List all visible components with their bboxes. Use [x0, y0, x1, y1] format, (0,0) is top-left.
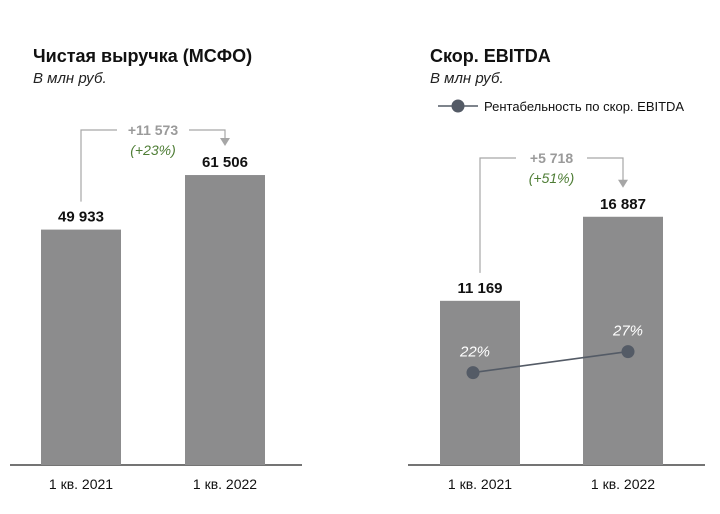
revenue-delta-connector — [80, 129, 117, 202]
revenue-value-label-2022: 61 506 — [202, 154, 248, 171]
ebitda-plot: 11 169 16 887 1 кв. 2021 1 кв. 2022 +5 7… — [408, 150, 705, 492]
ebitda-chart-subtitle: В млн руб. — [430, 70, 504, 87]
revenue-delta-connector-right — [189, 129, 226, 140]
margin-point-2021 — [466, 366, 480, 380]
ebitda-delta-connector — [479, 157, 516, 273]
revenue-bar-2022 — [185, 175, 265, 465]
revenue-value-label-2021: 49 933 — [58, 209, 104, 226]
ebitda-bar-2022 — [583, 216, 663, 465]
revenue-delta-arrow-icon — [220, 138, 230, 147]
revenue-chart-title: Чистая выручка (МСФО) — [33, 46, 253, 66]
ebitda-value-label-2021: 11 169 — [457, 280, 502, 297]
revenue-chart-subtitle: В млн руб. — [33, 70, 107, 87]
ebitda-delta-connector-right — [587, 157, 624, 181]
ebitda-bar-2021 — [440, 300, 520, 465]
legend-label-margin: Рентабельность по скор. EBITDA — [484, 98, 685, 114]
legend-line-marker-icon — [438, 99, 478, 113]
ebitda-chart-title: Скор. EBITDA — [430, 46, 551, 66]
ebitda-delta-arrow-icon — [618, 179, 628, 188]
revenue-plot: 49 933 61 506 1 кв. 2021 1 кв. 2022 +11 … — [10, 122, 302, 492]
revenue-delta-absolute: +11 573 — [128, 122, 178, 138]
ebitda-tick-label-2021: 1 кв. 2021 — [448, 476, 512, 492]
margin-point-2022 — [621, 345, 635, 359]
revenue-delta-percent: (+23%) — [130, 142, 176, 158]
revenue-panel: Чистая выручка (МСФО) В млн руб. 49 933 … — [10, 46, 302, 492]
ebitda-tick-label-2022: 1 кв. 2022 — [591, 476, 655, 492]
margin-label-2021: 22% — [459, 344, 490, 361]
revenue-tick-label-2021: 1 кв. 2021 — [49, 476, 113, 492]
ebitda-value-label-2022: 16 887 — [600, 196, 646, 213]
revenue-tick-label-2022: 1 кв. 2022 — [193, 476, 257, 492]
ebitda-panel: Скор. EBITDA В млн руб. Рентабельность п… — [360, 0, 720, 514]
margin-line — [472, 350, 629, 374]
ebitda-legend: Рентабельность по скор. EBITDA — [438, 96, 684, 116]
ebitda-delta-absolute: +5 718 — [530, 150, 573, 166]
revenue-bar-2021 — [41, 229, 121, 465]
ebitda-delta-percent: (+51%) — [529, 170, 575, 186]
margin-label-2022: 27% — [612, 323, 643, 340]
